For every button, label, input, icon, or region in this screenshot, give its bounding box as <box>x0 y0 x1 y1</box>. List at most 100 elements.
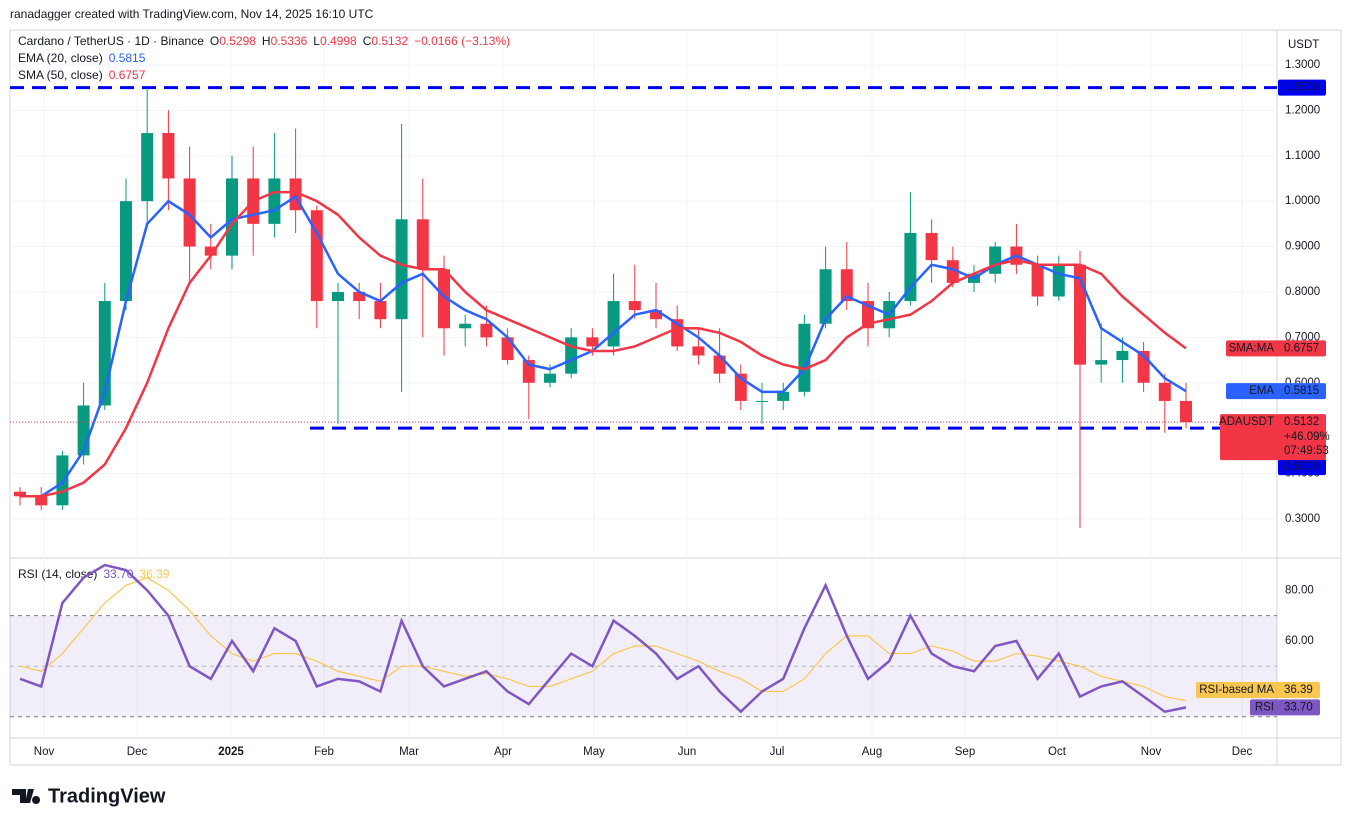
level-tag <box>1278 459 1326 476</box>
candle-body <box>459 323 472 329</box>
rsi-tag-value: 33.70 <box>1284 701 1313 713</box>
candle-body <box>332 291 344 302</box>
y-tick-label: 0.3000 <box>1285 513 1320 525</box>
candle-body <box>56 455 69 506</box>
candle-body <box>925 232 938 261</box>
candle-body <box>268 178 281 224</box>
candle-body <box>480 323 493 338</box>
indicator-legend: SMA (50, close) 0.6757 <box>18 68 146 82</box>
rsi-tag-bg <box>1250 699 1320 716</box>
ma-line <box>20 190 1187 498</box>
brand-logo: TradingView <box>12 785 166 807</box>
candle-body <box>628 301 641 311</box>
candle-body <box>946 260 959 283</box>
candle-body <box>395 219 408 320</box>
candle-body <box>120 201 132 302</box>
attribution: ranadagger created with TradingView.com,… <box>10 7 374 21</box>
y-tick-label: 0.7000 <box>1285 331 1320 343</box>
ma-tag: EMA <box>1249 385 1274 397</box>
candle-body <box>14 491 26 497</box>
y-tick-label: 1.2000 <box>1285 104 1320 116</box>
level-tag <box>1278 79 1326 96</box>
ma-tag-bg <box>1226 340 1326 357</box>
x-tick-label: May <box>583 746 605 758</box>
x-tick-label: Oct <box>1048 746 1067 758</box>
candle-body <box>650 310 662 320</box>
ohlc-name: C <box>363 34 372 48</box>
y-tick-label: 60.00 <box>1285 635 1314 647</box>
candle-body <box>1095 360 1108 365</box>
candle-body <box>1116 350 1129 361</box>
change: −0.0166 (−3.13%) <box>414 34 510 48</box>
candle-body <box>501 337 514 361</box>
candle-body <box>1180 400 1192 423</box>
candle-body <box>1052 264 1065 297</box>
candle-body <box>777 391 790 401</box>
y-tick-label: 1.0000 <box>1285 195 1320 207</box>
rsi-title: RSI (14, close) <box>18 567 97 581</box>
candle-body <box>310 210 323 302</box>
indicator-value: 0.6757 <box>109 68 146 82</box>
currency: USDT <box>1288 39 1319 51</box>
candle-body <box>756 400 768 402</box>
last-change: +46.09% <box>1284 431 1330 443</box>
candle-body <box>607 301 620 347</box>
ma-tag-bg <box>1226 383 1326 400</box>
level-label: 1.2500 <box>1284 82 1319 94</box>
y-tick-label: 0.9000 <box>1285 241 1320 253</box>
ohlc-value: 0.4998 <box>320 34 357 48</box>
indicator-name: SMA (50, close) <box>18 68 103 82</box>
x-tick-label: Apr <box>494 746 512 758</box>
level-label: 0.5000 <box>1284 461 1319 473</box>
candle-body <box>438 269 450 329</box>
indicator-value: 0.5815 <box>109 51 146 65</box>
rsi-tag-value: 36.39 <box>1284 684 1313 696</box>
ohlc-name: H <box>262 34 271 48</box>
candle-body <box>183 178 196 247</box>
candle-body <box>204 246 217 256</box>
candle-body <box>1074 264 1086 365</box>
candle-body <box>1158 382 1171 401</box>
ma-tag-value: 0.6757 <box>1284 342 1319 354</box>
ohlc-value: 0.5298 <box>219 34 256 48</box>
candle-body <box>35 496 48 506</box>
x-tick-label: Nov <box>34 746 55 758</box>
candle-body <box>162 133 175 179</box>
candle-body <box>544 373 556 383</box>
candle-body <box>798 323 811 392</box>
last-tag-bg <box>1220 414 1326 461</box>
symbol-title: Cardano / TetherUS · 1D · Binance O0.5298… <box>18 34 510 48</box>
candle-body <box>989 246 1002 274</box>
x-tick-label: Dec <box>127 746 148 758</box>
ma-tag: SMA:MA <box>1229 342 1275 354</box>
candle-body <box>416 219 429 270</box>
countdown: 07:49:53 <box>1284 445 1329 457</box>
rsi-tag-bg <box>1196 682 1320 698</box>
last-price: 0.5132 <box>1284 416 1319 428</box>
candle-body <box>226 178 238 256</box>
x-tick-label: Jun <box>678 746 697 758</box>
candle-body <box>374 301 387 320</box>
rsi-line <box>19 563 1187 714</box>
candle-body <box>141 133 154 202</box>
candle-body <box>586 337 599 347</box>
rsi-legend: RSI (14, close) 33.70 36.39 <box>18 567 170 581</box>
candle-body <box>353 291 366 302</box>
symbol: ADAUSDT <box>1219 416 1274 428</box>
y-tick-label: 1.3000 <box>1285 59 1320 71</box>
x-tick-label: Dec <box>1232 746 1253 758</box>
title: Cardano / TetherUS · 1D · Binance <box>18 34 204 48</box>
ma-tag-value: 0.5815 <box>1284 385 1319 397</box>
candle-body <box>692 346 705 356</box>
x-tick-label: Sep <box>955 746 975 758</box>
y-tick-label: 80.00 <box>1285 584 1314 596</box>
indicator-legend: EMA (20, close) 0.5815 <box>18 51 146 65</box>
candle-body <box>840 269 853 302</box>
x-tick-label: Feb <box>314 746 334 758</box>
ohlc-value: 0.5132 <box>371 34 408 48</box>
ohlc-name: L <box>313 34 320 48</box>
brand: TradingView <box>48 785 166 807</box>
x-tick-label: 2025 <box>218 746 244 758</box>
